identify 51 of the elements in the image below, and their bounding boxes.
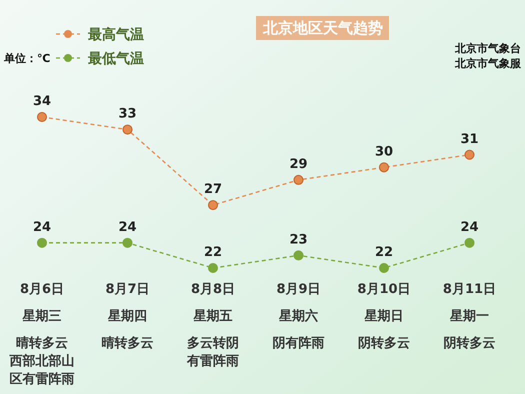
point (464, 238, 474, 248)
point (379, 263, 389, 273)
point (122, 124, 132, 135)
text: 星期一 (449, 309, 489, 324)
data-label: 30 (374, 144, 394, 160)
data-label: 22 (374, 245, 394, 260)
data-label: 23 (289, 232, 308, 248)
text: 多云转阴 (187, 336, 239, 351)
text: 区有雷阵雨 (10, 371, 74, 387)
text: 星期日 (364, 309, 404, 324)
point (37, 238, 47, 248)
data-label: 31 (460, 132, 479, 147)
data-label: 29 (289, 156, 308, 172)
text: 阴转多云 (444, 336, 496, 351)
x-tick-label: 8月7日 (105, 282, 150, 297)
point (464, 150, 474, 160)
point (122, 238, 132, 248)
x-tick-label: 8月11日 (442, 282, 496, 297)
text: 阴有阵雨 (272, 335, 324, 351)
point (379, 162, 389, 172)
legend-label: 最低气温 (87, 51, 144, 67)
data-label: 24 (460, 220, 479, 235)
point (208, 263, 218, 273)
text: 北京市气象服 (454, 57, 522, 70)
data-label: 33 (118, 106, 137, 122)
x-tick-label: 8月6日 (20, 282, 64, 297)
text: 晴转多云 (16, 336, 68, 351)
text: 有雷阵雨 (186, 353, 239, 369)
text: 西部北部山 (8, 353, 74, 369)
text: 北京市气象台 (454, 42, 521, 55)
text: 星期四 (107, 309, 147, 324)
point (294, 174, 304, 185)
x-tick-label: 8月10日 (357, 282, 411, 297)
data-label: 24 (32, 220, 52, 235)
text: 阴转多云 (358, 336, 410, 351)
x-tick-label: 8月8日 (190, 282, 236, 297)
data-label: 22 (204, 245, 222, 260)
point (37, 112, 47, 122)
text: 晴转多云 (102, 336, 154, 351)
text: 单位：℃ (3, 52, 50, 65)
text: 星期五 (192, 309, 232, 324)
text: 星期三 (22, 309, 62, 324)
data-label: 34 (32, 94, 52, 109)
text: 星期六 (278, 308, 318, 324)
point (294, 250, 304, 260)
data-label: 24 (118, 220, 137, 235)
data-label: 27 (204, 182, 222, 198)
chart-title: 北京地区天气趋势 (262, 19, 383, 37)
legend-label: 最高气温 (87, 26, 144, 43)
x-tick-label: 8月9日 (276, 282, 321, 297)
point (208, 200, 218, 210)
